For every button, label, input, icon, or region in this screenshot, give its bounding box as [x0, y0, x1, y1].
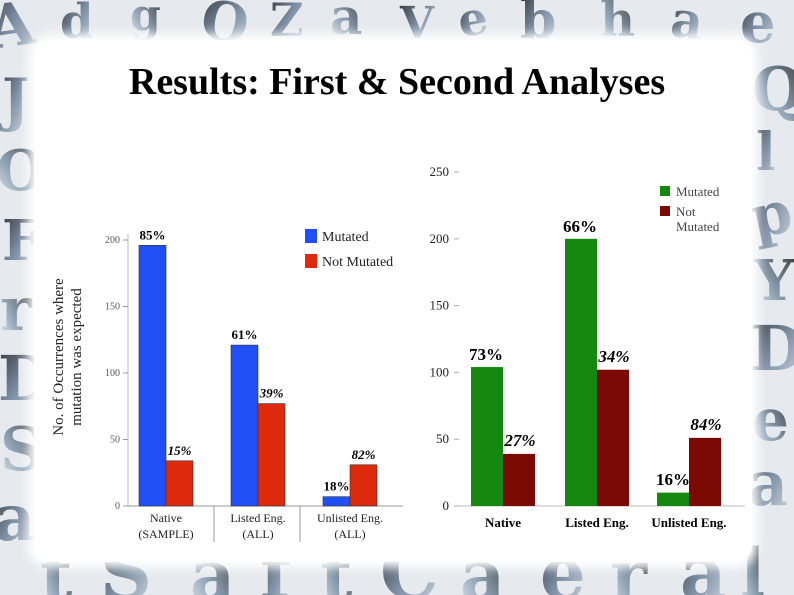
- y-tick-label: 100: [105, 368, 120, 379]
- y-tick-label: 50: [436, 431, 449, 446]
- first-analysis-chart: No. of Occurrences where mutation was exp…: [51, 227, 403, 542]
- y-tick-label: 200: [430, 231, 450, 246]
- bar-mutated: [471, 367, 503, 506]
- y-tick-label: 100: [430, 364, 450, 379]
- bar-not-mutated: [349, 464, 378, 507]
- legend-swatch: [660, 186, 670, 196]
- svg-text:a: a: [330, 0, 362, 46]
- bar-percent-label: 16%: [656, 470, 690, 489]
- legend-label: Mutated: [676, 184, 720, 199]
- svg-text:a: a: [0, 481, 35, 556]
- bar-percent-label: 27%: [503, 431, 535, 450]
- bar-percent-label: 39%: [259, 386, 284, 401]
- bar-percent-label: 84%: [690, 415, 721, 434]
- bar-percent-label: 34%: [597, 347, 629, 366]
- bar-mutated: [565, 238, 597, 507]
- category-label: Listed Eng.: [230, 511, 285, 525]
- y-tick-label: 150: [430, 298, 450, 313]
- legend-label: Not: [676, 204, 696, 219]
- svg-text:r: r: [0, 275, 33, 345]
- bar-percent-label: 15%: [168, 443, 192, 458]
- bar-not-mutated: [597, 369, 629, 506]
- second-analysis-chart: 0 50 100 150 200 250 73% 66% 16% 27% 34% 84% Native L…: [430, 164, 745, 530]
- bar-percent-label: 82%: [352, 447, 376, 462]
- category-label: (ALL): [334, 527, 365, 541]
- category-label: Unlisted Eng.: [651, 515, 726, 530]
- y-tick-label: 0: [443, 498, 450, 513]
- legend-label: Not Mutated: [322, 255, 393, 270]
- bar-not-mutated: [689, 437, 721, 506]
- slide-title: Results: First & Second Analyses: [128, 61, 666, 103]
- bar-percent-label: 18%: [324, 479, 350, 494]
- bar-percent-label: 73%: [469, 345, 503, 364]
- svg-text:e: e: [752, 386, 789, 454]
- y-tick-label: 150: [105, 302, 120, 313]
- bar-percent-label: 61%: [232, 327, 258, 342]
- legend-label: Mutated: [676, 219, 720, 234]
- category-label: (SAMPLE): [138, 527, 193, 541]
- y-axis-title-line: No. of Occurrences where: [51, 278, 67, 436]
- svg-text:a: a: [748, 447, 788, 520]
- bar-mutated: [322, 496, 351, 507]
- y-tick-label: 200: [105, 235, 120, 246]
- y-tick-label: 0: [115, 501, 120, 512]
- svg-text:Z: Z: [270, 0, 304, 47]
- category-label: Listed Eng.: [565, 515, 629, 530]
- bar-not-mutated: [257, 403, 286, 507]
- legend-swatch: [305, 254, 317, 268]
- bar-mutated: [230, 344, 259, 507]
- svg-text:g: g: [130, 0, 161, 41]
- bar-not-mutated: [165, 460, 194, 507]
- bar-mutated: [138, 245, 167, 507]
- svg-text:J: J: [0, 66, 29, 134]
- bar-percent-label: 66%: [563, 217, 597, 236]
- legend-swatch: [660, 206, 670, 216]
- svg-text:Q: Q: [752, 55, 794, 125]
- category-label: Native: [150, 511, 182, 525]
- y-tick-label: 50: [110, 435, 120, 446]
- legend-label: Mutated: [322, 230, 369, 245]
- y-tick-label: 250: [430, 164, 450, 179]
- svg-text:D: D: [750, 312, 794, 385]
- category-label: (ALL): [242, 527, 273, 541]
- svg-text:Y: Y: [753, 248, 794, 314]
- y-axis-title-line: mutation was expected: [69, 288, 85, 426]
- svg-text:l: l: [756, 122, 776, 183]
- legend-swatch: [305, 229, 317, 243]
- bar-mutated: [657, 492, 689, 506]
- bar-not-mutated: [503, 453, 535, 506]
- category-label: Native: [485, 515, 521, 530]
- category-label: Unlisted Eng.: [317, 511, 383, 525]
- bar-percent-label: 85%: [140, 227, 166, 242]
